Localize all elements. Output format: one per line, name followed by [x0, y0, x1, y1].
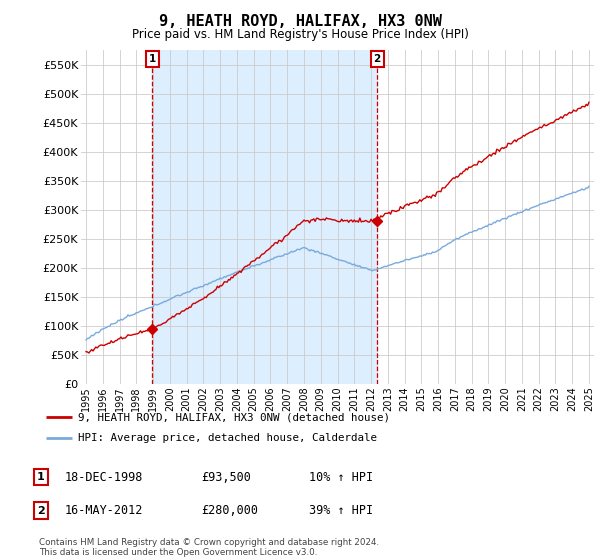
Text: HPI: Average price, detached house, Calderdale: HPI: Average price, detached house, Cald…	[78, 433, 377, 444]
Text: 2: 2	[37, 506, 44, 516]
Text: £93,500: £93,500	[201, 470, 251, 484]
Text: 39% ↑ HPI: 39% ↑ HPI	[309, 504, 373, 517]
Text: £280,000: £280,000	[201, 504, 258, 517]
Text: 1: 1	[149, 54, 156, 64]
Text: 10% ↑ HPI: 10% ↑ HPI	[309, 470, 373, 484]
Text: Contains HM Land Registry data © Crown copyright and database right 2024.
This d: Contains HM Land Registry data © Crown c…	[39, 538, 379, 557]
Text: 9, HEATH ROYD, HALIFAX, HX3 0NW: 9, HEATH ROYD, HALIFAX, HX3 0NW	[158, 14, 442, 29]
Text: Price paid vs. HM Land Registry's House Price Index (HPI): Price paid vs. HM Land Registry's House …	[131, 28, 469, 41]
Text: 2: 2	[374, 54, 381, 64]
Text: 16-MAY-2012: 16-MAY-2012	[65, 504, 143, 517]
Text: 9, HEATH ROYD, HALIFAX, HX3 0NW (detached house): 9, HEATH ROYD, HALIFAX, HX3 0NW (detache…	[78, 412, 390, 422]
Bar	[152, 50, 377, 384]
Text: 1: 1	[37, 472, 44, 482]
Text: 18-DEC-1998: 18-DEC-1998	[65, 470, 143, 484]
